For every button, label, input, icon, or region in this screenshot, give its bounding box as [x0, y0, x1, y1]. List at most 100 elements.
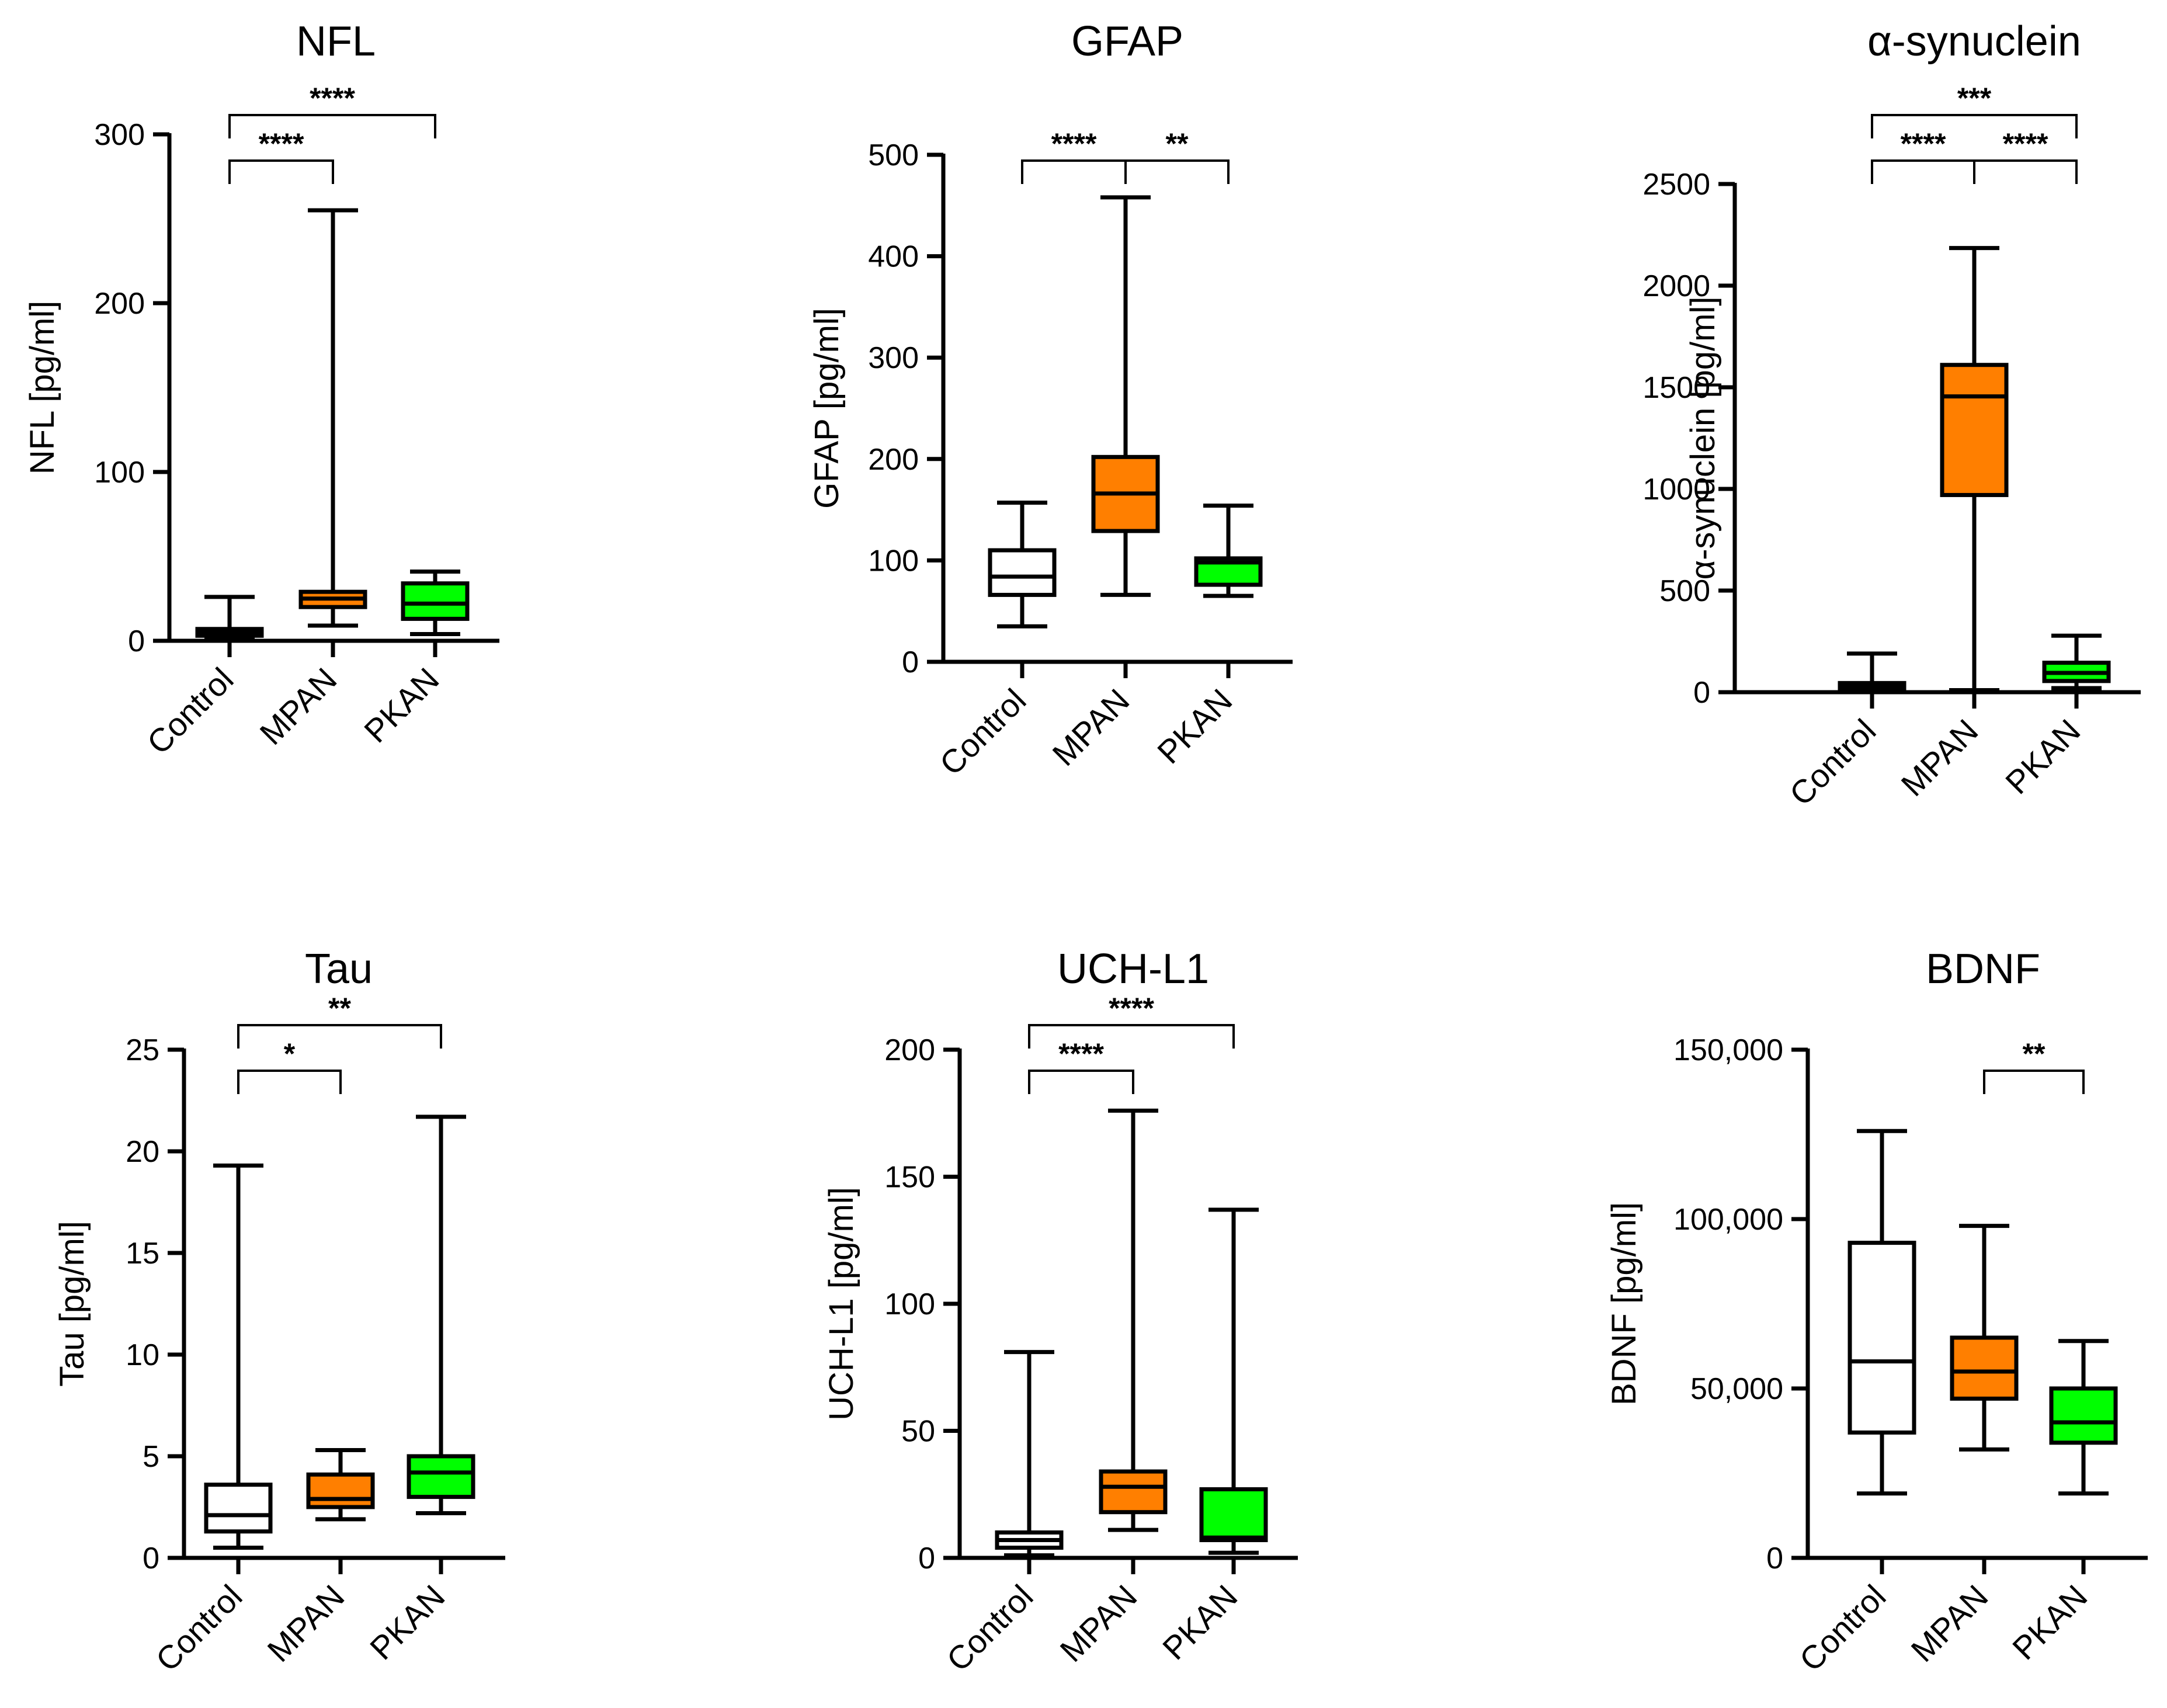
- x-category-label: MPAN: [1904, 1578, 1995, 1669]
- significance-bracket: ****: [1871, 127, 1975, 184]
- y-tick-label: 20: [126, 1135, 159, 1169]
- box-mpan: MPAN: [1053, 1108, 1168, 1669]
- chart-title: Tau: [305, 946, 373, 992]
- bracket-line: [237, 1070, 342, 1094]
- bracket-line: [1871, 159, 1975, 184]
- box-pkan: PKAN: [1155, 1207, 1268, 1667]
- y-tick-label: 300: [868, 341, 919, 375]
- y-tick-label: 0: [1693, 676, 1710, 710]
- significance-label: ****: [2003, 127, 2048, 160]
- x-category-label: MPAN: [1045, 682, 1136, 773]
- x-category-label: MPAN: [1894, 712, 1985, 803]
- bracket-line: [1028, 1024, 1235, 1049]
- box-control: Control: [1792, 1129, 1916, 1678]
- significance-label: **: [1166, 127, 1189, 160]
- y-tick-label: 100,000: [1673, 1203, 1783, 1237]
- x-category-label: Control: [148, 1578, 249, 1678]
- chart-panel-1: NFL NFL [pg/ml] 0 100 200 300 Control MPAN PKAN *…: [23, 18, 499, 761]
- y-tick-label: 2000: [1642, 269, 1710, 303]
- x-category-label: Control: [1782, 712, 1883, 813]
- chart-title: BDNF: [1926, 946, 2040, 992]
- box-mpan: MPAN: [1894, 246, 2009, 803]
- box-mpan: MPAN: [252, 208, 367, 752]
- y-tick-label: 50,000: [1690, 1372, 1783, 1406]
- box-iqr: [1199, 1487, 1268, 1543]
- y-tick-label: 0: [902, 645, 919, 679]
- y-tick-label: 15: [126, 1237, 159, 1270]
- y-tick-label: 500: [868, 138, 919, 172]
- chart-panel-4: Tau Tau [pg/ml] 0 5 10 15 20 25 Control MPAN PKAN *…: [53, 946, 505, 1678]
- y-axis-label: Tau [pg/ml]: [53, 1221, 91, 1387]
- bracket-line: [228, 114, 436, 138]
- chart-panel-5: UCH-L1 UCH-L1 [pg/ml] 0 50 100 150 200 Control M…: [822, 946, 1298, 1678]
- bracket-line: [1973, 159, 2078, 184]
- chart-title: NFL: [296, 18, 376, 65]
- y-axis-label: UCH-L1 [pg/ml]: [822, 1187, 860, 1421]
- significance-bracket: ****: [1028, 1037, 1134, 1094]
- box-iqr: [306, 1472, 375, 1509]
- y-tick-label: 150,000: [1673, 1033, 1783, 1067]
- y-tick-label: 0: [1766, 1542, 1783, 1575]
- y-tick-label: 100: [884, 1287, 935, 1321]
- chart-panel-2: GFAP GFAP [pg/ml] 0 100 200 300 400 500 Control M…: [808, 18, 1293, 782]
- y-tick-label: 500: [1659, 574, 1710, 608]
- significance-label: **: [328, 992, 351, 1025]
- box-iqr: [1940, 363, 2009, 497]
- significance-bracket: **: [1124, 127, 1230, 184]
- box-pkan: PKAN: [1998, 633, 2111, 801]
- significance-bracket: ****: [1973, 127, 2078, 184]
- x-category-label: Control: [1792, 1578, 1892, 1678]
- chart-title: α-synuclein: [1867, 18, 2081, 65]
- bracket-line: [228, 159, 334, 184]
- y-tick-label: 1000: [1642, 473, 1710, 506]
- significance-label: ****: [1901, 127, 1946, 160]
- significance-bracket: ****: [1028, 992, 1235, 1049]
- x-category-label: PKAN: [1155, 1578, 1244, 1667]
- bracket-line: [237, 1024, 442, 1049]
- bracket-line: [1124, 159, 1230, 184]
- box-iqr: [1950, 1335, 2019, 1401]
- box-pkan: PKAN: [2005, 1339, 2118, 1667]
- box-iqr: [1099, 1469, 1168, 1515]
- chart-panel-6: BDNF BDNF [pg/ml] 0 50,000 100,000 150,000 Con…: [1605, 946, 2148, 1678]
- y-tick-label: 5: [143, 1440, 159, 1474]
- y-tick-label: 150: [884, 1161, 935, 1195]
- y-tick-label: 25: [126, 1033, 159, 1067]
- significance-label: ****: [259, 127, 304, 160]
- y-tick-label: 0: [918, 1542, 935, 1575]
- box-iqr: [204, 1483, 273, 1534]
- x-category-label: PKAN: [1150, 682, 1239, 770]
- bracket-line: [1028, 1070, 1134, 1094]
- significance-bracket: **: [1983, 1037, 2085, 1094]
- y-tick-label: 200: [94, 287, 145, 321]
- significance-bracket: ****: [228, 82, 436, 138]
- box-control: Control: [932, 500, 1057, 782]
- y-tick-label: 100: [868, 544, 919, 578]
- significance-bracket: **: [237, 992, 442, 1049]
- chart-title: GFAP: [1071, 18, 1183, 65]
- significance-label: ****: [310, 82, 355, 114]
- y-tick-label: 0: [128, 624, 145, 658]
- y-axis-label: α-synuclein [pg/ml]: [1684, 297, 1722, 580]
- y-axis-label: NFL [pg/ml]: [23, 301, 61, 475]
- x-category-label: MPAN: [260, 1578, 351, 1669]
- significance-bracket: ****: [1021, 127, 1127, 184]
- significance-label: *: [284, 1037, 296, 1070]
- box-iqr: [1847, 1241, 1916, 1435]
- significance-label: ***: [1957, 82, 1992, 114]
- bracket-line: [1983, 1070, 2085, 1094]
- box-mpan: MPAN: [1904, 1224, 2019, 1669]
- x-category-label: PKAN: [357, 661, 446, 749]
- x-category-label: Control: [939, 1578, 1040, 1678]
- significance-bracket: *: [237, 1037, 342, 1094]
- box-control: Control: [148, 1163, 273, 1678]
- y-tick-label: 2500: [1642, 168, 1710, 202]
- box-pkan: PKAN: [357, 570, 470, 749]
- y-tick-label: 400: [868, 240, 919, 274]
- y-tick-label: 200: [868, 443, 919, 477]
- box-pkan: PKAN: [1150, 504, 1263, 770]
- x-category-label: MPAN: [1053, 1578, 1144, 1669]
- significance-bracket: ****: [228, 127, 334, 184]
- x-category-label: MPAN: [252, 661, 343, 752]
